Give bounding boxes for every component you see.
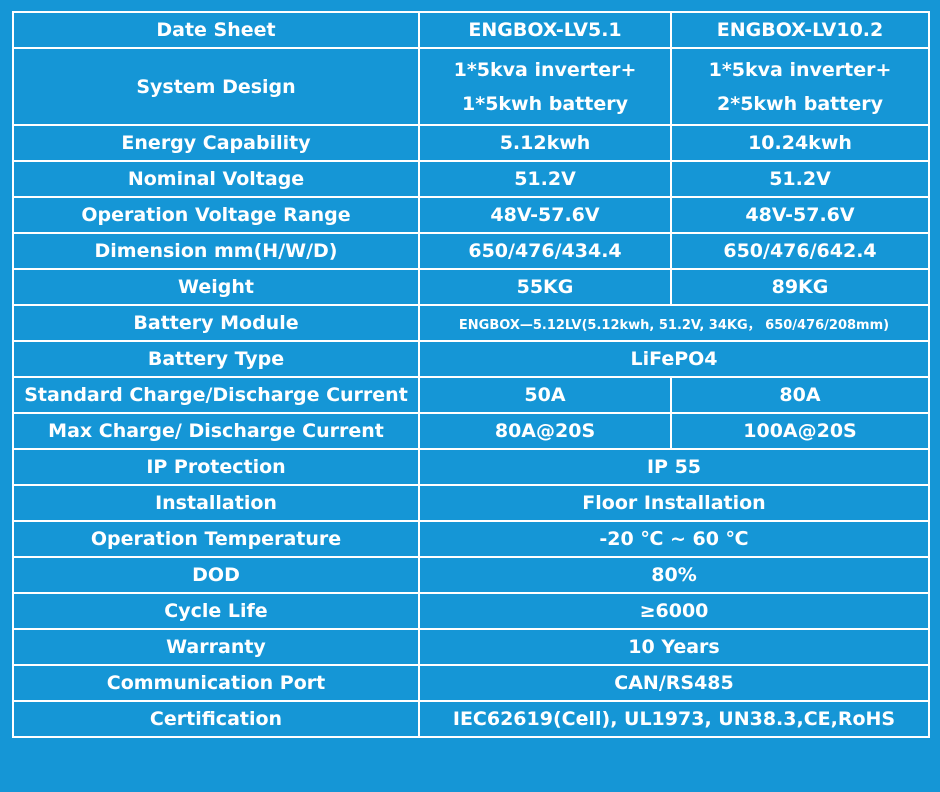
spec-row: Battery Type LiFePO4 [12,340,930,378]
row-label: System Design [12,47,420,126]
spec-row: Installation Floor Installation [12,484,930,522]
value-cell: -20 ℃ ~ 60 ℃ [418,520,930,558]
value-line: 2*5kwh battery [717,92,883,115]
header-row: Date Sheet ENGBOX-LV5.1 ENGBOX-LV10.2 [12,11,930,49]
spec-row: Nominal Voltage 51.2V 51.2V [12,160,930,198]
value-cell: 80A [670,376,930,414]
value-cell: 650/476/434.4 [418,232,672,270]
row-label: Certification [12,700,420,738]
value-cell: ≥6000 [418,592,930,630]
row-label: Energy Capability [12,124,420,162]
spec-row: Certification IEC62619(Cell), UL1973, UN3… [12,700,930,738]
value-cell: CAN/RS485 [418,664,930,702]
value-line: 1*5kva inverter+ [453,58,637,81]
value-cell: 1*5kva inverter+ 1*5kwh battery [418,47,672,126]
row-label: Operation Voltage Range [12,196,420,234]
value-cell: 1*5kva inverter+ 2*5kwh battery [670,47,930,126]
row-label: Nominal Voltage [12,160,420,198]
spec-row: Max Charge/ Discharge Current 80A@20S 100A… [12,412,930,450]
value-cell: Floor Installation [418,484,930,522]
header-cell: ENGBOX-LV10.2 [670,11,930,49]
value-cell: IEC62619(Cell), UL1973, UN38.3,CE,RoHS [418,700,930,738]
value-cell: 55KG [418,268,672,306]
header-cell: Date Sheet [12,11,420,49]
row-label: Communication Port [12,664,420,702]
value-cell: 48V-57.6V [670,196,930,234]
header-cell: ENGBOX-LV5.1 [418,11,672,49]
row-label: IP Protection [12,448,420,486]
value-line: 1*5kwh battery [462,92,628,115]
value-cell: 50A [418,376,672,414]
value-cell: 51.2V [418,160,672,198]
spec-row: Battery Module ENGBOX—5.12LV(5.12kwh, 51.… [12,304,930,342]
spec-row: Warranty 10 Years [12,628,930,666]
spec-row: Weight 55KG 89KG [12,268,930,306]
spec-row: IP Protection IP 55 [12,448,930,486]
row-label: Operation Temperature [12,520,420,558]
row-label: Battery Module [12,304,420,342]
value-cell: 10.24kwh [670,124,930,162]
value-cell: 48V-57.6V [418,196,672,234]
value-cell: ENGBOX—5.12LV(5.12kwh, 51.2V, 34KG， 650/… [418,304,930,342]
row-label: Standard Charge/Discharge Current [12,376,420,414]
value-cell: 650/476/642.4 [670,232,930,270]
spec-table: Date Sheet ENGBOX-LV5.1 ENGBOX-LV10.2 Syste… [12,11,930,738]
value-cell: 51.2V [670,160,930,198]
table-body: Date Sheet ENGBOX-LV5.1 ENGBOX-LV10.2 Syste… [12,11,930,738]
spec-row: Communication Port CAN/RS485 [12,664,930,702]
row-label: Dimension mm(H/W/D) [12,232,420,270]
value-cell: 100A@20S [670,412,930,450]
spec-row: Operation Temperature -20 ℃ ~ 60 ℃ [12,520,930,558]
spec-row: Standard Charge/Discharge Current 50A 80A [12,376,930,414]
value-cell: LiFePO4 [418,340,930,378]
value-cell: 80A@20S [418,412,672,450]
spec-row: Energy Capability 5.12kwh 10.24kwh [12,124,930,162]
spec-row: Operation Voltage Range 48V-57.6V 48V-57.6… [12,196,930,234]
row-label: Weight [12,268,420,306]
value-cell: 5.12kwh [418,124,672,162]
spec-row: DOD 80% [12,556,930,594]
spec-row: Cycle Life ≥6000 [12,592,930,630]
value-cell: 80% [418,556,930,594]
spec-row: Dimension mm(H/W/D) 650/476/434.4 650/476/… [12,232,930,270]
row-label: Installation [12,484,420,522]
value-line: 1*5kva inverter+ [708,58,892,81]
value-cell: 89KG [670,268,930,306]
row-label: Battery Type [12,340,420,378]
row-label: DOD [12,556,420,594]
value-cell: IP 55 [418,448,930,486]
spec-row: System Design 1*5kva inverter+ 1*5kwh batt… [12,47,930,126]
row-label: Cycle Life [12,592,420,630]
row-label: Warranty [12,628,420,666]
row-label: Max Charge/ Discharge Current [12,412,420,450]
value-cell: 10 Years [418,628,930,666]
